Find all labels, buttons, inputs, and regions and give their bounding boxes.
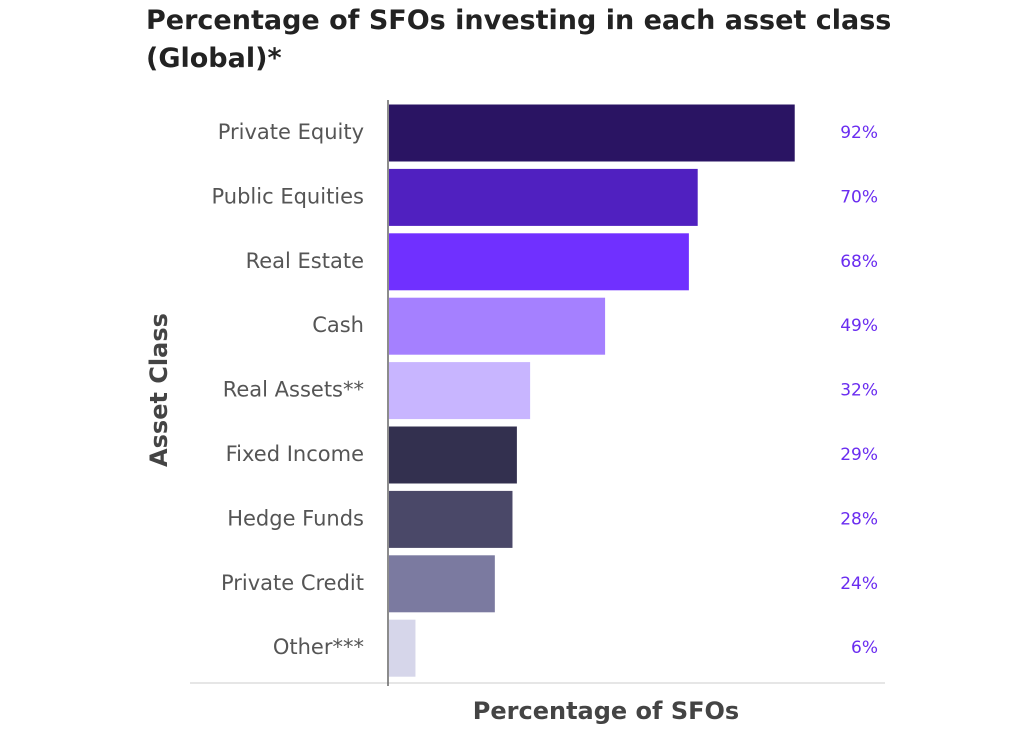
value-label: 68% <box>840 252 878 272</box>
value-label: 92% <box>840 123 878 143</box>
bar <box>389 104 795 162</box>
category-label: Cash <box>312 313 364 337</box>
y-axis-label: Asset Class <box>145 313 173 467</box>
bar <box>389 168 698 226</box>
bar <box>389 362 531 420</box>
category-label: Public Equities <box>212 184 365 208</box>
bar <box>389 619 416 677</box>
bar <box>389 426 517 484</box>
chart-title: Percentage of SFOs investing in each ass… <box>146 5 892 74</box>
value-label: 49% <box>840 316 878 336</box>
category-label: Hedge Funds <box>227 506 364 530</box>
value-label: 24% <box>840 574 878 594</box>
bar <box>389 490 513 548</box>
category-label: Private Equity <box>218 120 364 144</box>
value-label: 32% <box>840 381 878 401</box>
category-label: Fixed Income <box>226 442 364 466</box>
category-label: Private Credit <box>221 571 364 595</box>
bar <box>389 555 495 613</box>
bar <box>389 297 606 355</box>
category-label: Real Estate <box>246 249 364 273</box>
value-label: 28% <box>840 509 878 529</box>
category-label: Real Assets** <box>223 378 364 402</box>
value-label: 6% <box>851 638 878 658</box>
x-axis-label: Percentage of SFOs <box>473 697 739 725</box>
category-label: Other*** <box>273 635 364 659</box>
value-label: 70% <box>840 187 878 207</box>
value-label: 29% <box>840 445 878 465</box>
bar <box>389 233 689 291</box>
